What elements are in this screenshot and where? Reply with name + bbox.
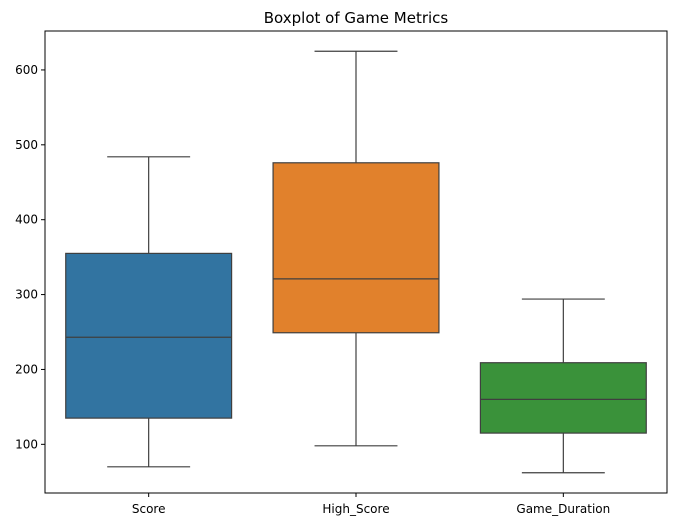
y-tick-label: 600 — [15, 63, 38, 77]
y-tick-label: 200 — [15, 362, 38, 376]
box-game-duration — [479, 362, 647, 434]
y-tick-label: 400 — [15, 213, 38, 227]
plot-frame — [44, 30, 668, 494]
box-high-score — [272, 162, 440, 334]
plot-area: 100 200 300 400 500 600 Score High_Score Game_Du… — [15, 50, 647, 516]
chart-title: Boxplot of Game Metrics — [264, 9, 449, 27]
box-score — [65, 252, 233, 419]
x-tick-label: Score — [132, 502, 166, 516]
x-tick-label: Game_Duration — [516, 502, 610, 516]
x-tick-label: High_Score — [322, 502, 389, 516]
y-tick-label: 500 — [15, 138, 38, 152]
y-tick-label: 100 — [15, 437, 38, 451]
y-tick-label: 300 — [15, 288, 38, 302]
